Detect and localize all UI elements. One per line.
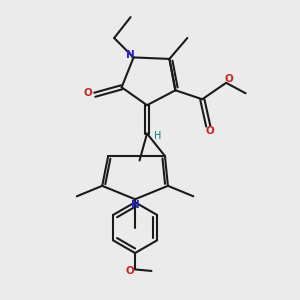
Text: O: O [205,126,214,136]
Text: O: O [84,88,93,98]
Text: O: O [224,74,233,84]
Text: N: N [131,200,140,210]
Text: H: H [154,131,162,141]
Text: O: O [126,266,135,276]
Text: N: N [126,50,134,60]
